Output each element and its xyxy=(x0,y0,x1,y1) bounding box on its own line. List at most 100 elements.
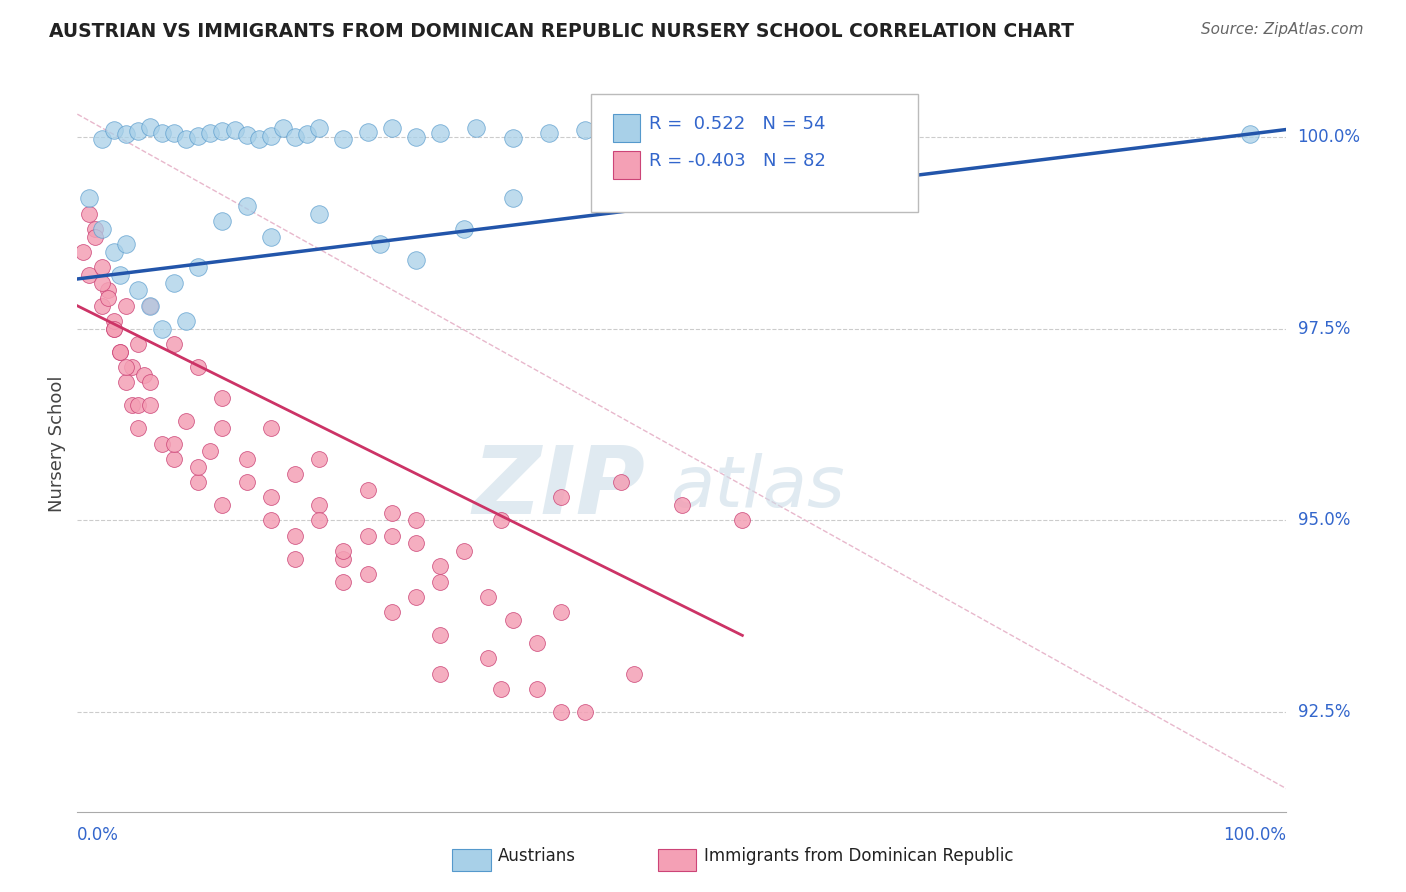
Point xyxy=(695,130,717,145)
Point xyxy=(103,314,125,328)
Point xyxy=(96,291,118,305)
Point xyxy=(574,705,596,719)
Point xyxy=(139,299,162,313)
Point xyxy=(103,322,125,336)
Point xyxy=(574,123,596,137)
Text: 95.0%: 95.0% xyxy=(1298,511,1350,530)
Text: atlas: atlas xyxy=(669,453,845,523)
Point xyxy=(187,475,209,489)
Point xyxy=(200,444,222,458)
Point xyxy=(114,376,136,390)
Point xyxy=(139,376,162,390)
Text: Immigrants from Dominican Republic: Immigrants from Dominican Republic xyxy=(703,847,1014,865)
Point xyxy=(610,475,633,489)
Point xyxy=(103,322,125,336)
Point xyxy=(308,207,330,221)
Point xyxy=(610,124,633,138)
Point xyxy=(114,127,136,141)
Point xyxy=(550,491,572,505)
Point xyxy=(453,544,475,558)
Point xyxy=(405,129,427,144)
Point xyxy=(260,229,283,244)
Point xyxy=(284,529,307,543)
Point xyxy=(453,222,475,236)
Point xyxy=(731,513,754,527)
Point xyxy=(550,705,572,719)
Point xyxy=(356,483,378,497)
Point xyxy=(308,513,330,527)
Point xyxy=(114,237,136,252)
Point xyxy=(139,299,162,313)
Point xyxy=(477,590,499,604)
Point xyxy=(163,436,186,450)
Point xyxy=(235,199,257,213)
Point xyxy=(114,360,136,375)
Point xyxy=(211,214,233,228)
Text: 100.0%: 100.0% xyxy=(1223,825,1286,844)
Point xyxy=(526,636,548,650)
Point xyxy=(502,613,524,627)
Text: AUSTRIAN VS IMMIGRANTS FROM DOMINICAN REPUBLIC NURSERY SCHOOL CORRELATION CHART: AUSTRIAN VS IMMIGRANTS FROM DOMINICAN RE… xyxy=(49,22,1074,41)
Point xyxy=(477,651,499,665)
Point xyxy=(139,120,162,135)
Text: 97.5%: 97.5% xyxy=(1298,320,1350,338)
Point xyxy=(79,268,101,282)
Point xyxy=(271,121,294,136)
Point xyxy=(187,360,209,375)
Point xyxy=(284,129,307,144)
Text: 100.0%: 100.0% xyxy=(1298,128,1361,146)
Text: Austrians: Austrians xyxy=(498,847,576,865)
Point xyxy=(72,245,94,260)
Text: R =  0.522   N = 54: R = 0.522 N = 54 xyxy=(650,115,825,133)
Point xyxy=(163,276,186,290)
Point xyxy=(332,551,354,566)
Text: ZIP: ZIP xyxy=(472,442,645,534)
Point xyxy=(526,681,548,696)
Point xyxy=(121,399,143,413)
Point xyxy=(260,491,283,505)
Bar xyxy=(453,848,491,871)
Point xyxy=(211,421,233,435)
Text: 0.0%: 0.0% xyxy=(77,825,120,844)
Point xyxy=(139,399,162,413)
Point xyxy=(429,126,451,140)
Point xyxy=(174,131,197,145)
Point xyxy=(79,191,101,205)
Point xyxy=(295,127,318,141)
Point xyxy=(96,284,118,298)
Point xyxy=(211,124,233,138)
Point xyxy=(84,222,107,236)
Point xyxy=(200,126,222,140)
Point xyxy=(332,544,354,558)
Point xyxy=(103,123,125,137)
Point xyxy=(90,222,112,236)
Point xyxy=(187,260,209,275)
Point xyxy=(174,414,197,428)
Point xyxy=(84,229,107,244)
Point xyxy=(429,559,451,574)
Point xyxy=(381,506,404,520)
Point xyxy=(127,399,149,413)
Point xyxy=(187,459,209,474)
Point xyxy=(108,344,131,359)
Point xyxy=(284,467,307,482)
Point xyxy=(550,606,572,620)
Y-axis label: Nursery School: Nursery School xyxy=(48,376,66,512)
Point xyxy=(235,475,257,489)
Point xyxy=(537,126,560,140)
Point xyxy=(1239,127,1261,141)
Point xyxy=(368,237,391,252)
Point xyxy=(114,299,136,313)
Bar xyxy=(658,848,696,871)
Point xyxy=(90,276,112,290)
Point xyxy=(405,513,427,527)
Point xyxy=(163,126,186,140)
Point xyxy=(90,260,112,275)
Point xyxy=(127,421,149,435)
Point xyxy=(308,452,330,467)
Point xyxy=(260,128,283,143)
Point xyxy=(308,498,330,512)
Point xyxy=(90,299,112,313)
Point xyxy=(260,513,283,527)
Point xyxy=(235,452,257,467)
